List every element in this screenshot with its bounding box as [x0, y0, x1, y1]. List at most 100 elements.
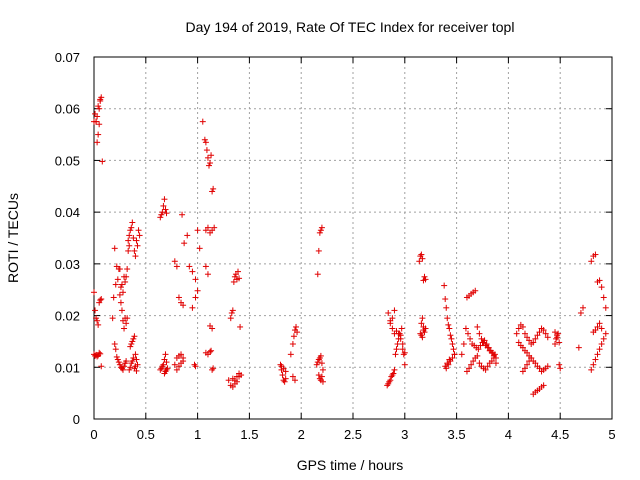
data-point	[159, 209, 166, 216]
data-point	[130, 235, 137, 241]
x-tick-label: 2.5	[344, 427, 362, 442]
data-point	[204, 224, 211, 231]
data-point	[122, 278, 129, 285]
data-point	[192, 276, 199, 283]
data-point	[387, 317, 394, 324]
data-point	[544, 334, 551, 341]
data-point	[133, 237, 140, 244]
data-point	[492, 354, 499, 361]
data-point	[294, 329, 301, 336]
data-point	[480, 339, 487, 346]
data-point	[449, 354, 456, 361]
data-point	[470, 358, 477, 365]
data-point	[132, 363, 139, 370]
data-point	[228, 309, 235, 316]
data-point	[515, 325, 522, 332]
data-point	[289, 341, 296, 348]
data-point	[447, 332, 454, 339]
data-point	[596, 320, 603, 327]
data-point	[476, 330, 483, 337]
data-point	[484, 363, 491, 370]
data-point	[136, 232, 143, 239]
data-point	[421, 273, 428, 280]
data-point	[463, 368, 470, 375]
data-point	[444, 360, 451, 367]
data-point	[318, 360, 325, 367]
data-point	[180, 302, 187, 309]
data-point	[98, 94, 105, 101]
x-tick-label: 1.5	[240, 427, 258, 442]
data-point	[476, 360, 483, 367]
data-point	[116, 361, 123, 368]
data-point	[488, 358, 495, 365]
x-tick-label: 3.5	[448, 427, 466, 442]
data-point	[129, 358, 136, 365]
data-point	[540, 327, 547, 334]
data-point	[123, 320, 130, 327]
data-point	[477, 342, 484, 349]
data-point	[227, 315, 234, 322]
data-point	[133, 356, 140, 363]
data-point	[194, 287, 201, 294]
data-point	[127, 343, 134, 350]
data-point	[577, 309, 584, 316]
data-point	[191, 361, 198, 368]
data-point	[94, 317, 101, 324]
data-point	[175, 294, 182, 301]
data-point	[451, 351, 458, 358]
data-point	[131, 333, 138, 340]
data-point	[237, 323, 244, 330]
data-point	[130, 335, 137, 342]
data-point	[207, 348, 214, 355]
data-point	[229, 383, 236, 390]
data-point	[92, 307, 99, 314]
data-point	[482, 366, 489, 373]
data-point	[207, 160, 214, 167]
data-point	[194, 227, 201, 234]
data-point	[420, 327, 427, 334]
data-point	[521, 330, 528, 337]
data-point	[419, 315, 426, 322]
data-point	[579, 304, 586, 311]
data-point	[460, 341, 467, 348]
data-point	[97, 350, 104, 357]
data-point	[282, 368, 289, 375]
data-point	[281, 378, 288, 385]
data-point	[393, 346, 400, 353]
data-point	[202, 263, 209, 270]
data-point	[540, 382, 547, 389]
data-point	[125, 237, 132, 244]
data-point	[114, 356, 121, 363]
data-point	[180, 354, 187, 361]
data-point	[467, 335, 474, 342]
data-point	[450, 346, 457, 353]
data-point	[118, 281, 125, 288]
data-point	[125, 247, 132, 254]
data-point	[446, 325, 453, 332]
data-point	[536, 365, 543, 372]
data-point	[113, 353, 120, 360]
data-point	[129, 219, 136, 226]
data-point	[279, 372, 286, 379]
data-point	[117, 299, 124, 306]
data-point	[116, 266, 123, 273]
x-tick-label: 0.5	[137, 427, 155, 442]
data-point	[468, 361, 475, 368]
data-point	[121, 325, 128, 332]
data-point	[588, 258, 595, 265]
data-point	[235, 268, 242, 275]
data-point	[458, 351, 465, 358]
data-point	[392, 351, 399, 358]
data-point	[98, 363, 105, 370]
data-point	[178, 351, 185, 358]
data-point	[600, 294, 607, 301]
data-point	[590, 361, 597, 368]
data-point	[385, 309, 392, 316]
x-axis-label: GPS time / hours	[297, 457, 404, 473]
data-point	[444, 315, 451, 322]
data-point	[472, 287, 479, 294]
data-point	[128, 341, 135, 348]
y-tick-label: 0.02	[55, 309, 80, 324]
data-point	[319, 378, 326, 385]
data-point	[133, 367, 140, 374]
